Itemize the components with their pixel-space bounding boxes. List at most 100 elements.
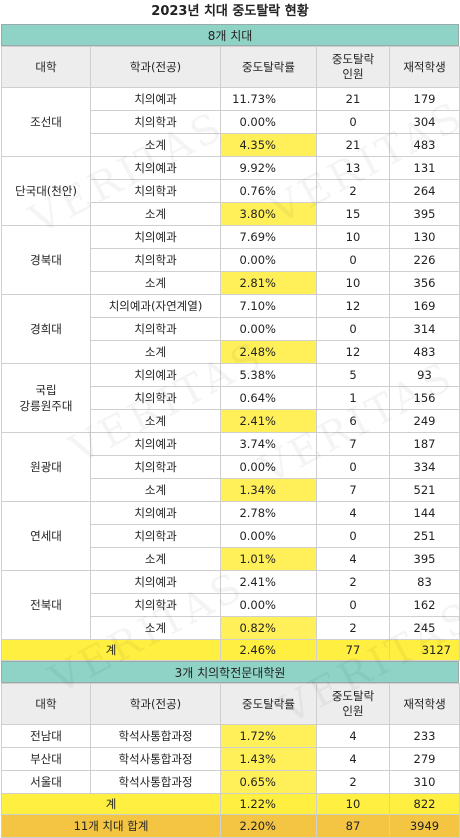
dropout-rate: 0.00% xyxy=(220,524,317,548)
total-label: 계 xyxy=(1,793,221,815)
department-name: 치의예과(자연계열) xyxy=(90,294,221,318)
department-name: 소계 xyxy=(90,409,221,433)
total-enrolled: 3127 xyxy=(389,639,460,661)
grand-total-dropout-count: 87 xyxy=(316,814,390,838)
subtotal-row: 소계 3.80% 15 395 xyxy=(2,202,460,226)
enrolled-count: 162 xyxy=(389,593,460,617)
dropout-rate: 0.00% xyxy=(220,455,317,479)
total-dropout-rate: 1.22% xyxy=(220,793,317,815)
department-name: 치의학과 xyxy=(90,110,221,134)
dropout-rate: 0.00% xyxy=(220,110,317,134)
dropout-rate: 2.48% xyxy=(220,340,317,364)
dropout-count: 2 xyxy=(316,570,390,594)
dropout-count: 12 xyxy=(316,340,390,364)
dropout-count: 1 xyxy=(316,386,390,410)
department-name: 소계 xyxy=(90,271,221,295)
enrolled-count: 334 xyxy=(389,455,460,479)
dropout-count: 21 xyxy=(316,87,390,111)
table-row: 전북대 치의예과 2.41% 2 83 xyxy=(1,570,460,640)
enrolled-count: 395 xyxy=(389,202,460,226)
dropout-rate: 0.00% xyxy=(220,593,317,617)
grand-total-label: 11개 치대 합계 xyxy=(1,814,221,838)
dental-school-dropout-table: 대학 학과(전공) 중도탈락률 중도탈락 인원 재적학생 조선대 치의예과 11.73% 21 17… xyxy=(1,46,460,661)
enrolled-count: 187 xyxy=(389,432,460,456)
header-enrolled: 재적학생 xyxy=(389,46,460,88)
department-name: 소계 xyxy=(90,340,221,364)
department-name: 학석사통합과정 xyxy=(90,770,221,794)
header-dropout-rate: 중도탈락률 xyxy=(220,683,317,725)
department-name: 치의학과 xyxy=(90,593,221,617)
table-row: 단국대(천안) 치의예과 9.92% 13 131 xyxy=(1,156,460,226)
dropout-rate: 3.74% xyxy=(220,432,317,456)
enrolled-count: 93 xyxy=(389,363,460,387)
table-row: 원광대 치의예과 3.74% 7 187 xyxy=(1,432,460,502)
department-name: 치의학과 xyxy=(90,317,221,341)
enrolled-count: 156 xyxy=(389,386,460,410)
dropout-count: 6 xyxy=(316,409,390,433)
header-university: 대학 xyxy=(1,46,91,88)
dropout-rate: 2.41% xyxy=(220,570,317,594)
dropout-rate: 2.78% xyxy=(220,501,317,525)
grand-total-dropout-rate: 2.20% xyxy=(220,814,317,838)
dropout-rate: 9.92% xyxy=(220,156,317,180)
table-row: 부산대 학석사통합과정 1.43% 4 279 xyxy=(1,747,460,771)
dropout-rate: 1.01% xyxy=(220,547,317,571)
university-name: 서울대 xyxy=(1,770,91,794)
dropout-count: 7 xyxy=(316,478,390,502)
subtotal-row: 소계 2.81% 10 356 xyxy=(2,271,460,295)
dropout-count: 7 xyxy=(316,432,390,456)
dropout-rate: 0.65% xyxy=(220,770,317,794)
total-dropout-count: 10 xyxy=(316,793,390,815)
department-name: 치의예과 xyxy=(90,501,221,525)
page-title: 2023년 치대 중도탈락 현황 xyxy=(151,4,309,19)
dropout-count: 0 xyxy=(316,593,390,617)
section-total-row: 계 1.22% 10 822 xyxy=(1,793,460,815)
department-name: 치의학과 xyxy=(90,524,221,548)
table-row: 치의학과 0.00% 0 162 xyxy=(2,593,460,617)
enrolled-count: 249 xyxy=(389,409,460,433)
department-name: 학석사통합과정 xyxy=(90,724,221,748)
dropout-rate: 1.72% xyxy=(220,724,317,748)
department-name: 소계 xyxy=(90,133,221,157)
dropout-count: 13 xyxy=(316,156,390,180)
enrolled-count: 245 xyxy=(389,616,460,640)
section-total-row: 계 2.46% 77 3127 xyxy=(1,639,460,661)
table-row: 연세대 치의예과 2.78% 4 144 xyxy=(1,501,460,571)
department-name: 치의예과 xyxy=(90,363,221,387)
grand-total-enrolled: 3949 xyxy=(389,814,460,838)
dropout-count: 4 xyxy=(316,501,390,525)
subtotal-row: 소계 4.35% 21 483 xyxy=(2,133,460,157)
university-name: 조선대 xyxy=(1,87,91,157)
dropout-rate: 2.41% xyxy=(220,409,317,433)
dropout-count: 0 xyxy=(316,110,390,134)
dropout-count: 10 xyxy=(316,225,390,249)
enrolled-count: 226 xyxy=(389,248,460,272)
table-row: 치의학과 0.76% 2 264 xyxy=(2,179,460,203)
header-dropout-count: 중도탈락 인원 xyxy=(316,46,390,88)
dropout-rate: 0.82% xyxy=(220,616,317,640)
dropout-rate: 4.35% xyxy=(220,133,317,157)
dropout-rate: 7.69% xyxy=(220,225,317,249)
department-name: 치의예과 xyxy=(90,432,221,456)
enrolled-count: 304 xyxy=(389,110,460,134)
enrolled-count: 314 xyxy=(389,317,460,341)
university-name: 전북대 xyxy=(1,570,91,640)
department-name: 소계 xyxy=(90,616,221,640)
table-header-row: 대학 학과(전공) 중도탈락률 중도탈락 인원 재적학생 xyxy=(1,46,460,88)
dropout-rate: 1.43% xyxy=(220,747,317,771)
enrolled-count: 310 xyxy=(389,770,460,794)
enrolled-count: 251 xyxy=(389,524,460,548)
subtotal-row: 소계 2.48% 12 483 xyxy=(2,340,460,364)
dropout-count: 2 xyxy=(316,179,390,203)
subtotal-row: 소계 1.34% 7 521 xyxy=(2,478,460,502)
dropout-rate: 0.76% xyxy=(220,179,317,203)
dropout-count: 15 xyxy=(316,202,390,226)
total-dropout-count: 77 xyxy=(316,639,390,661)
dropout-count: 0 xyxy=(316,317,390,341)
enrolled-count: 169 xyxy=(389,294,460,318)
total-label: 계 xyxy=(1,639,221,661)
total-dropout-rate: 2.46% xyxy=(220,639,317,661)
dropout-count: 21 xyxy=(316,133,390,157)
enrolled-count: 356 xyxy=(389,271,460,295)
